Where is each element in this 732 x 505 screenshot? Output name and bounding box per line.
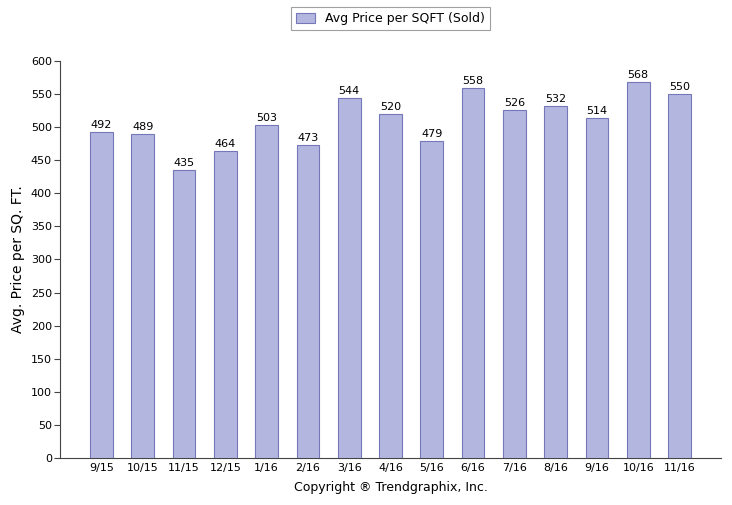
Text: 479: 479	[421, 129, 442, 139]
Bar	[627, 82, 649, 459]
Bar	[132, 134, 154, 459]
Bar	[90, 132, 113, 459]
Text: 492: 492	[91, 120, 112, 130]
Bar	[255, 125, 278, 459]
Bar	[338, 98, 361, 459]
Bar	[668, 94, 691, 459]
Text: 544: 544	[339, 86, 360, 96]
Bar	[503, 110, 526, 459]
Text: 568: 568	[627, 70, 649, 80]
Legend: Avg Price per SQFT (Sold): Avg Price per SQFT (Sold)	[291, 7, 490, 30]
Text: 532: 532	[545, 94, 567, 104]
Bar	[296, 145, 319, 459]
Text: 558: 558	[463, 76, 484, 86]
Text: 550: 550	[669, 82, 690, 92]
Y-axis label: Avg. Price per SQ. FT.: Avg. Price per SQ. FT.	[11, 186, 25, 333]
Text: 503: 503	[256, 113, 277, 123]
X-axis label: Copyright ® Trendgraphix, Inc.: Copyright ® Trendgraphix, Inc.	[294, 481, 488, 494]
Bar	[462, 88, 485, 459]
Text: 435: 435	[173, 158, 195, 168]
Text: 526: 526	[504, 97, 525, 108]
Bar	[545, 106, 567, 459]
Bar	[586, 118, 608, 459]
Text: 464: 464	[214, 139, 236, 149]
Text: 514: 514	[586, 106, 608, 116]
Text: 489: 489	[132, 122, 154, 132]
Bar	[420, 141, 443, 459]
Bar	[214, 151, 236, 459]
Bar	[173, 170, 195, 459]
Bar	[379, 114, 402, 459]
Text: 473: 473	[297, 133, 318, 143]
Text: 520: 520	[380, 102, 401, 112]
